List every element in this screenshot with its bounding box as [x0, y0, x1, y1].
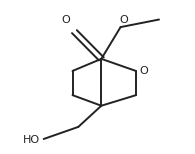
- Text: HO: HO: [23, 135, 40, 145]
- Text: O: O: [140, 66, 149, 76]
- Text: O: O: [119, 15, 128, 25]
- Text: O: O: [61, 15, 70, 25]
